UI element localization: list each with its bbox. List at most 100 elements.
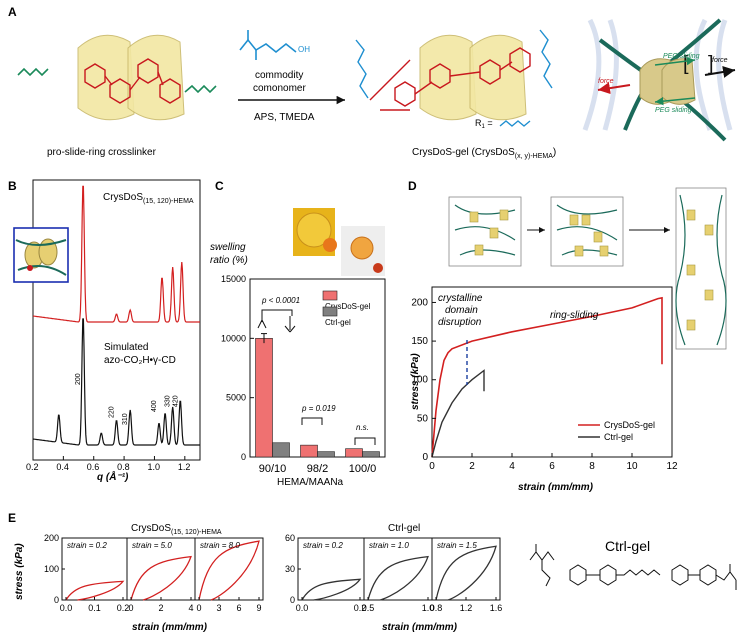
xrd-red-label: CrysDoS(15, 120)-HEMA xyxy=(103,192,194,205)
tensile-legend-entry: CrysDoS-gel xyxy=(604,420,655,430)
cyclic-x-tick-label: 2 xyxy=(158,603,163,613)
force-left-label: force xyxy=(598,78,614,85)
pvalue-3: n.s. xyxy=(356,423,369,432)
schematic-frame-2 xyxy=(550,196,624,267)
cyclic-x-tick-label: 0.1 xyxy=(88,603,101,613)
svg-text:[: [ xyxy=(683,53,689,75)
ctrl-structure-title: Ctrl-gel xyxy=(605,538,650,554)
xrd-peak-label: 200 xyxy=(75,373,82,385)
sig-bracket-1 xyxy=(257,309,293,329)
cyclic-annotation: strain = 5.0 xyxy=(132,541,172,550)
tensile-legend: CrysDoS-gel Ctrl-gel xyxy=(578,420,655,442)
panel-e-label: E xyxy=(8,511,16,525)
swelling-label-1: swelling xyxy=(210,242,246,253)
tensile-y-tick-label: 50 xyxy=(417,413,429,424)
panel-b: B CrysDoS(15, 120)-HEMA Simulated azo-CO… xyxy=(8,179,201,483)
legend-swatch xyxy=(322,306,338,317)
bar-category-labels: 90/10 98/2 100/0 xyxy=(259,463,377,475)
xrd-peak-label: 400 xyxy=(151,400,158,412)
bar-category-label: 90/10 xyxy=(259,463,287,475)
arrow-text-commodity: commodity xyxy=(255,70,303,81)
bar-groups xyxy=(255,333,380,458)
cyclic-y-tick-label: 30 xyxy=(285,564,295,574)
xrd-peak-label: 420 xyxy=(172,395,179,407)
xrd-sim-label-1: Simulated xyxy=(104,342,148,353)
product-network xyxy=(355,29,553,121)
tensile-legend-entry: Ctrl-gel xyxy=(604,432,633,442)
legend-swatch xyxy=(322,290,338,301)
hema-oh: OH xyxy=(298,45,310,54)
bar-category-label: 98/2 xyxy=(307,463,328,475)
xrd-x-tick-label: 0.6 xyxy=(87,462,100,472)
tensile-x-tick-label: 0 xyxy=(429,461,435,472)
cyclic-y-tick-label: 0 xyxy=(54,595,59,605)
xrd-x-tick-label: 0.2 xyxy=(26,462,39,472)
cyclic-title-mid: Ctrl-gel xyxy=(388,523,420,534)
xrd-peak-labels: 200 220 310 400 330 420 xyxy=(75,373,179,425)
cyclic-panel: strain = 0.2 0.0 0.2 0 30 60 xyxy=(285,533,366,613)
legend-entry: CrysDoS-gel xyxy=(325,302,371,311)
sig-bracket-3 xyxy=(354,437,376,445)
hysteresis-loop xyxy=(301,578,362,601)
panel-d: D 0 2 4 6 8 10 12 0 50 100 150 200 CrysDoS-gel Ctrl-… xyxy=(408,179,727,493)
bar-legend: CrysDoS-gel Ctrl-gel xyxy=(322,290,371,327)
schematic-rings xyxy=(469,209,714,331)
tensile-y-tick-label: 200 xyxy=(411,297,428,308)
xrd-sim-label-2: azo-CO₂H•γ-CD xyxy=(104,355,176,366)
bar xyxy=(345,448,363,458)
sig-arrow xyxy=(284,316,296,333)
crosslinker-caption: pro-slide-ring crosslinker xyxy=(47,147,157,158)
xrd-red-trace xyxy=(32,185,200,323)
cyclic-title-left: CrysDoS(15, 120)-HEMA xyxy=(131,523,222,536)
panel-a-label: A xyxy=(8,5,17,19)
tensile-y-tick-label: 100 xyxy=(411,375,428,386)
cyclic-panel-frame xyxy=(194,537,264,601)
gel-disc-small-3 xyxy=(373,263,383,273)
cyclic-panel: strain = 5.0 0 2 4 xyxy=(126,537,196,613)
bar xyxy=(300,444,318,458)
tensile-x-tick-label: 2 xyxy=(469,461,475,472)
tensile-y-tick-label: 150 xyxy=(411,336,428,347)
bar-y-tick-label: 10000 xyxy=(221,333,246,343)
tensile-x-axis-label: strain (mm/mm) xyxy=(518,482,594,493)
cyclic-x-tick-label: 9 xyxy=(256,603,261,613)
cyclic-x-tick-label: 4 xyxy=(188,603,193,613)
bar xyxy=(362,451,380,458)
ctrl-structure xyxy=(529,544,737,590)
r1-label: R1 = xyxy=(475,118,493,130)
sig-bracket-2 xyxy=(301,417,323,425)
cyclic-x-tick-label: 3 xyxy=(216,603,221,613)
cyclic-annotation: strain = 0.2 xyxy=(303,541,343,550)
xrd-peak-label: 330 xyxy=(165,395,172,407)
cyclic-stress-label: stress (kPa) xyxy=(14,543,25,600)
hysteresis-loop xyxy=(198,540,260,601)
cyclic-x-tick-label: 0 xyxy=(128,603,133,613)
cyclic-x-tick-label: 0 xyxy=(196,603,201,613)
tensile-x-tick-label: 8 xyxy=(589,461,595,472)
bar-x-axis-label: HEMA/MAANa xyxy=(277,477,344,488)
panel-b-label: B xyxy=(8,179,17,193)
xrd-peak-label: 310 xyxy=(122,413,129,425)
panel-c: C swelling ratio (%) 0 5000 10000 15000 90/… xyxy=(210,179,386,488)
hysteresis-loop xyxy=(65,580,125,601)
cyclic-x-tick-label: 1.0 xyxy=(422,603,435,613)
bar-y-tick-label: 15000 xyxy=(221,274,246,284)
inset-crystal-drawing xyxy=(15,238,67,276)
xrd-x-tick-label: 0.8 xyxy=(117,462,130,472)
azobenzene-core xyxy=(84,58,181,104)
xrd-x-tick-label: 1.2 xyxy=(178,462,191,472)
schematic-drawings xyxy=(454,194,727,346)
peg-sliding-bottom-label: PEG sliding xyxy=(655,107,692,114)
xrd-x-tick-label: 1.0 xyxy=(147,462,160,472)
crosslinker-molecule xyxy=(17,34,217,121)
tensile-curve-ctrl xyxy=(431,369,485,458)
arrow-text-comonomer: comonomer xyxy=(253,83,306,94)
cyclic-x-tick-label: 0.2 xyxy=(354,603,367,613)
bar-y-tick-label: 0 xyxy=(241,452,246,462)
hysteresis-loop xyxy=(367,555,429,601)
bar xyxy=(317,451,335,458)
cyclic-y-tick-label: 200 xyxy=(44,533,59,543)
cyclic-x-tick-label: 0.8 xyxy=(430,603,443,613)
peg-arm-left xyxy=(17,67,49,77)
